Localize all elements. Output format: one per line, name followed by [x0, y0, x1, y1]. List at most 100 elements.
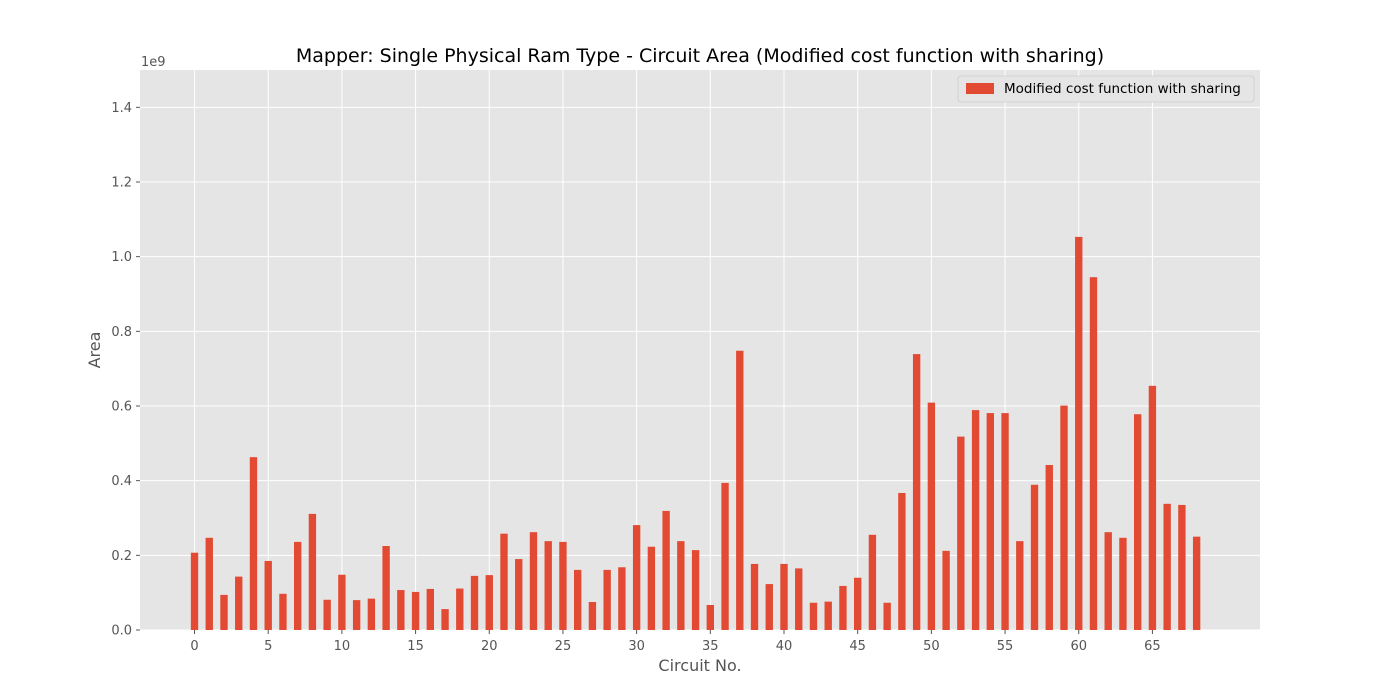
legend-swatch: [966, 83, 994, 94]
y-axis-ticks: 0.0 0.2 0.4 0.6 0.8 1.0 1.2 1.4: [111, 101, 140, 639]
bar: [824, 601, 832, 630]
y-tick-label: 1.0: [111, 250, 132, 265]
bar: [1045, 464, 1053, 630]
bar: [1089, 277, 1098, 630]
bar: [839, 585, 847, 630]
bar: [367, 598, 376, 630]
y-axis-offset-label: 1e9: [141, 55, 166, 70]
bar: [441, 609, 449, 630]
bar: [1001, 413, 1009, 630]
bar: [588, 602, 597, 630]
bar: [1134, 414, 1142, 630]
bar: [662, 510, 670, 630]
bar: [647, 546, 656, 630]
x-tick-label: 55: [997, 639, 1014, 654]
bar: [942, 550, 950, 630]
bars: [190, 236, 1201, 630]
bar: [397, 590, 405, 630]
bar: [264, 560, 272, 630]
bar: [618, 567, 626, 630]
y-tick-label: 0.6: [111, 400, 132, 415]
x-tick-label: 15: [407, 639, 424, 654]
legend: Modified cost function with sharing: [957, 75, 1255, 103]
chart-title: Mapper: Single Physical Ram Type - Circu…: [296, 45, 1104, 67]
y-tick-label: 1.4: [111, 101, 132, 116]
x-tick-label: 60: [1070, 639, 1087, 654]
bar: [500, 533, 508, 630]
x-axis-ticks: 0 5 10 15 20 25 30 35 40 45 50 55 60 65: [190, 630, 1161, 654]
bar: [559, 541, 567, 630]
bar: [190, 552, 199, 630]
x-tick-label: 45: [849, 639, 866, 654]
bar: [426, 588, 434, 630]
x-tick-label: 10: [334, 639, 351, 654]
bar: [1104, 532, 1112, 630]
bar: [323, 599, 331, 630]
bar: [971, 410, 980, 630]
y-axis-label: Area: [85, 332, 104, 369]
y-tick-label: 0.0: [111, 624, 132, 639]
y-tick-label: 0.4: [111, 474, 132, 489]
y-tick-label: 0.8: [111, 325, 132, 340]
bar: [515, 559, 523, 630]
bar: [294, 541, 302, 630]
bar: [411, 591, 420, 630]
bar: [382, 546, 390, 630]
y-tick-label: 0.2: [111, 549, 132, 564]
x-tick-label: 35: [702, 639, 719, 654]
legend-box: [957, 75, 1255, 103]
bar: [795, 568, 803, 630]
bar: [352, 600, 361, 630]
bar: [957, 436, 965, 630]
bar: [529, 532, 538, 630]
y-tick-label: 1.2: [111, 176, 132, 191]
bar: [736, 350, 744, 630]
bar: [721, 482, 729, 630]
bar: [883, 602, 891, 630]
bar: [1075, 236, 1083, 630]
bar: [1119, 537, 1127, 630]
bar: [308, 513, 317, 630]
x-tick-label: 5: [264, 639, 272, 654]
bar: [854, 577, 862, 630]
bar: [898, 492, 906, 630]
bar: [691, 550, 700, 630]
bar: [1192, 536, 1201, 630]
bar: [765, 584, 773, 630]
bar: [1178, 504, 1186, 630]
x-tick-label: 20: [481, 639, 498, 654]
bar: [1060, 405, 1068, 630]
bar: [456, 588, 464, 630]
bar: [750, 563, 759, 630]
x-tick-label: 50: [923, 639, 940, 654]
bar: [986, 413, 994, 630]
bar: [632, 525, 641, 630]
bar: [1163, 503, 1171, 630]
x-tick-label: 40: [776, 639, 793, 654]
bar: [485, 575, 493, 630]
bar: [809, 602, 818, 630]
x-tick-label: 0: [190, 639, 198, 654]
bar: [868, 534, 877, 630]
x-tick-label: 25: [555, 639, 572, 654]
bar: [677, 541, 685, 630]
bar: [1148, 385, 1157, 630]
x-tick-label: 65: [1144, 639, 1161, 654]
bar: [205, 537, 213, 630]
bar: [338, 574, 346, 630]
bar: [470, 575, 479, 630]
x-axis-label: Circuit No.: [658, 656, 741, 675]
bar: [249, 457, 258, 630]
bar: [220, 594, 228, 630]
bar: [927, 402, 936, 630]
plot-background: [140, 70, 1260, 630]
x-tick-label: 30: [628, 639, 645, 654]
legend-label: Modified cost function with sharing: [1004, 81, 1241, 97]
bar: [603, 569, 611, 630]
bar: [1030, 484, 1039, 630]
bar: [574, 569, 582, 630]
bar: [235, 576, 243, 630]
bar: [780, 563, 788, 630]
bar: [706, 604, 714, 630]
